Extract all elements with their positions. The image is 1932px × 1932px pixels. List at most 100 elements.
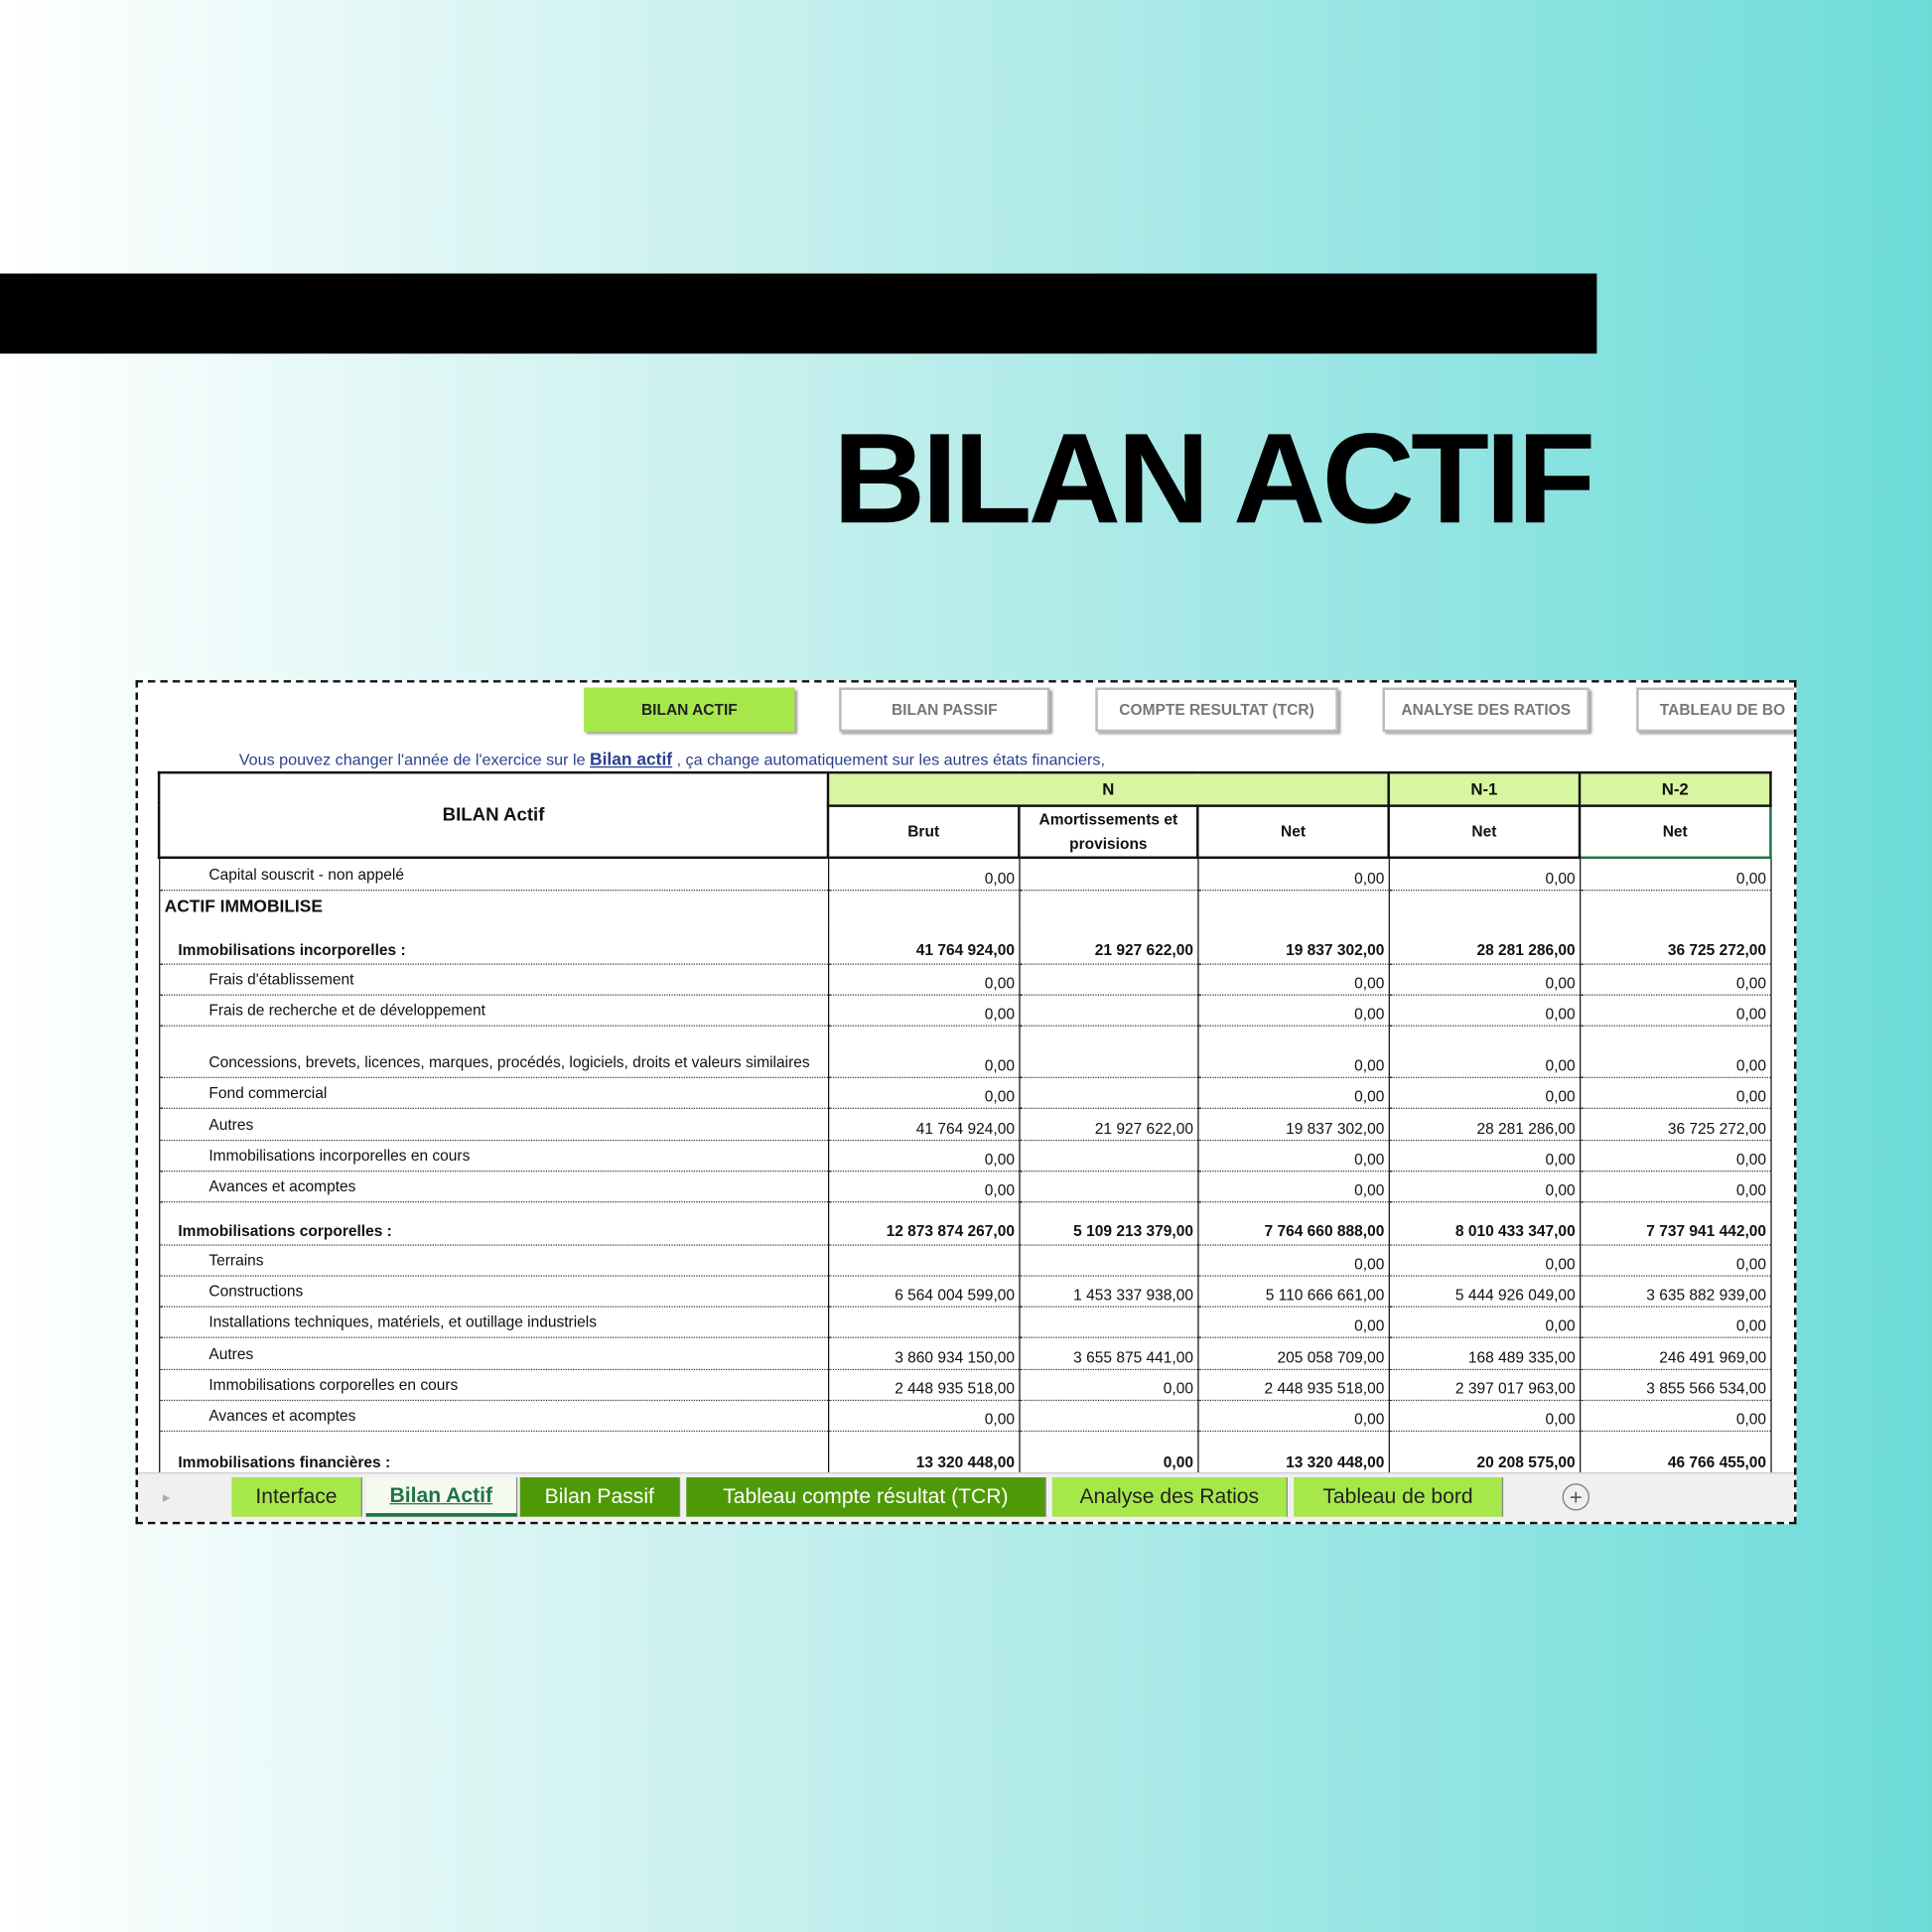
cell: 168 489 335,00 <box>1388 1336 1581 1370</box>
cell: 0,00 <box>1196 1076 1390 1109</box>
column-header: Net <box>1196 804 1390 860</box>
row-label: ACTIF IMMOBILISE <box>158 890 829 922</box>
cell <box>1018 1076 1198 1109</box>
column-header: Net <box>1387 804 1582 860</box>
table-row: Autres 3 860 934 150,00 3 655 875 441,00 20… <box>158 1336 1772 1370</box>
note-text: , ça change automatiquement sur les autr… <box>676 750 1105 769</box>
cell: 0,00 <box>1388 1139 1581 1172</box>
cell: 0,00 <box>827 994 1020 1027</box>
row-label: Capital souscrit - non appelé <box>158 857 829 891</box>
cell <box>1018 1244 1198 1277</box>
cell <box>1018 1306 1198 1338</box>
table-row: Avances et acomptes 0,00 0,00 0,00 0,00 <box>158 1399 1772 1432</box>
table-row: Concessions, brevets, licences, marques,… <box>158 1025 1772 1078</box>
cell <box>827 1306 1020 1338</box>
cell <box>1579 890 1772 922</box>
note: Vous pouvez changer l'année de l'exercic… <box>239 750 1105 769</box>
cell: 0,00 <box>1388 1306 1581 1338</box>
table-row: Immobilisations incorporelles en cours 0,… <box>158 1139 1772 1172</box>
cell: 36 725 272,00 <box>1579 1107 1772 1141</box>
row-label: Concessions, brevets, licences, marques,… <box>158 1025 829 1078</box>
cell: 5 444 926 049,00 <box>1388 1275 1581 1308</box>
table-row: Autres 41 764 924,00 21 927 622,00 19 837 3… <box>158 1107 1772 1141</box>
cell: 0,00 <box>1388 1025 1581 1078</box>
cell: 0,00 <box>1388 963 1581 996</box>
black-bar <box>0 273 1597 354</box>
row-label: Immobilisations financières : <box>158 1430 829 1477</box>
cell: 0,00 <box>827 1076 1020 1109</box>
sheet-tab[interactable]: Bilan Passif <box>519 1477 681 1517</box>
table-row: Immobilisations incorporelles :41 764 92… <box>158 921 1772 965</box>
row-label: Immobilisations corporelles : <box>158 1201 829 1246</box>
cell: 0,00 <box>1018 1430 1198 1477</box>
cell: 0,00 <box>1388 1399 1581 1432</box>
cell: 12 873 874 267,00 <box>827 1201 1020 1246</box>
cell: 0,00 <box>1388 1076 1581 1109</box>
add-sheet[interactable]: + <box>1562 1483 1589 1511</box>
table-row: ACTIF IMMOBILISE <box>158 890 1772 922</box>
cell <box>827 1244 1020 1277</box>
row-label: Autres <box>158 1107 829 1141</box>
table-row: Constructions 6 564 004 599,00 1 453 337 9… <box>158 1275 1772 1308</box>
row-label: Immobilisations corporelles en cours <box>158 1368 829 1401</box>
nav-button[interactable]: TABLEAU DE BO <box>1636 687 1794 733</box>
cell: 0,00 <box>1388 1244 1581 1277</box>
table-row: Installations techniques, matériels, et … <box>158 1306 1772 1338</box>
note-text: Vous pouvez changer l'année de l'exercic… <box>238 750 586 769</box>
header-row: BILAN Actif N N-1 N-2 <box>157 770 1772 860</box>
scroll-arrow[interactable]: ▸ <box>162 1488 171 1506</box>
nav-button[interactable]: BILAN ACTIF <box>584 687 795 733</box>
cell <box>1018 890 1198 922</box>
spreadsheet-screenshot: Vous pouvez changer l'année de l'exercic… <box>135 680 1797 1525</box>
row-label: Terrains <box>158 1244 829 1277</box>
balance-table: BILAN Actif N N-1 N-2 Brut Amortissements et … <box>157 770 1772 1477</box>
sheet-tab[interactable]: Tableau de bord <box>1294 1477 1504 1517</box>
header-row: Brut Amortissements et provisions Net Net Ne… <box>159 804 1772 860</box>
cell: 13 320 448,00 <box>827 1430 1020 1477</box>
sheet-tab[interactable]: Analyse des Ratios <box>1051 1477 1288 1517</box>
table-row: Fond commercial 0,00 0,00 0,00 0,00 <box>158 1076 1772 1109</box>
cell: 28 281 286,00 <box>1388 921 1581 965</box>
nav-button[interactable]: ANALYSE DES RATIOS <box>1382 687 1589 733</box>
cell: 21 927 622,00 <box>1018 921 1198 965</box>
cell: 0,00 <box>1388 994 1581 1027</box>
cell <box>1018 857 1198 891</box>
cell: 2 448 935 518,00 <box>1196 1368 1390 1401</box>
row-label: Autres <box>158 1336 829 1370</box>
cell: 3 855 566 534,00 <box>1579 1368 1772 1401</box>
cell: 0,00 <box>1018 1368 1198 1401</box>
table-row: Avances et acomptes 0,00 0,00 0,00 0,00 <box>158 1171 1772 1202</box>
cell: 5 109 213 379,00 <box>1018 1201 1198 1246</box>
note-link[interactable]: Bilan actif <box>590 749 673 769</box>
cell <box>1018 1399 1198 1432</box>
row-label: Frais de recherche et de développement <box>158 994 829 1027</box>
cell: 0,00 <box>827 1399 1020 1432</box>
nav-button[interactable]: COMPTE RESULTAT (TCR) <box>1095 687 1338 733</box>
cell <box>1018 1139 1198 1172</box>
sheet-tab[interactable]: Tableau compte résultat (TCR) <box>686 1477 1046 1517</box>
cell: 5 110 666 661,00 <box>1196 1275 1390 1308</box>
cell: 0,00 <box>1579 1306 1772 1338</box>
cell: 20 208 575,00 <box>1388 1430 1581 1477</box>
cell: 19 837 302,00 <box>1196 1107 1390 1141</box>
group-header: N <box>826 770 1390 807</box>
page-title: BILAN ACTIF <box>833 407 1595 551</box>
table-row: Immobilisations financières :13 320 448,… <box>158 1430 1772 1477</box>
column-header: Amortissements et provisions <box>1018 804 1199 860</box>
cell: 3 655 875 441,00 <box>1018 1336 1198 1370</box>
cell <box>1018 994 1198 1027</box>
nav-button[interactable]: BILAN PASSIF <box>839 687 1050 733</box>
cell: 41 764 924,00 <box>827 1107 1020 1141</box>
sheet-tab[interactable]: Bilan Actif <box>365 1477 518 1517</box>
sheet-tab[interactable]: Interface <box>231 1477 362 1517</box>
table-row: Immobilisations corporelles en cours 2 44… <box>158 1368 1772 1401</box>
cell: 3 860 934 150,00 <box>827 1336 1020 1370</box>
cell: 3 635 882 939,00 <box>1579 1275 1772 1308</box>
cell: 0,00 <box>1579 1076 1772 1109</box>
cell: 41 764 924,00 <box>827 921 1020 965</box>
cell: 0,00 <box>1196 1025 1390 1078</box>
table-row: Frais de recherche et de développement 0,… <box>158 994 1772 1027</box>
cell: 28 281 286,00 <box>1388 1107 1581 1141</box>
cell: 0,00 <box>1579 963 1772 996</box>
